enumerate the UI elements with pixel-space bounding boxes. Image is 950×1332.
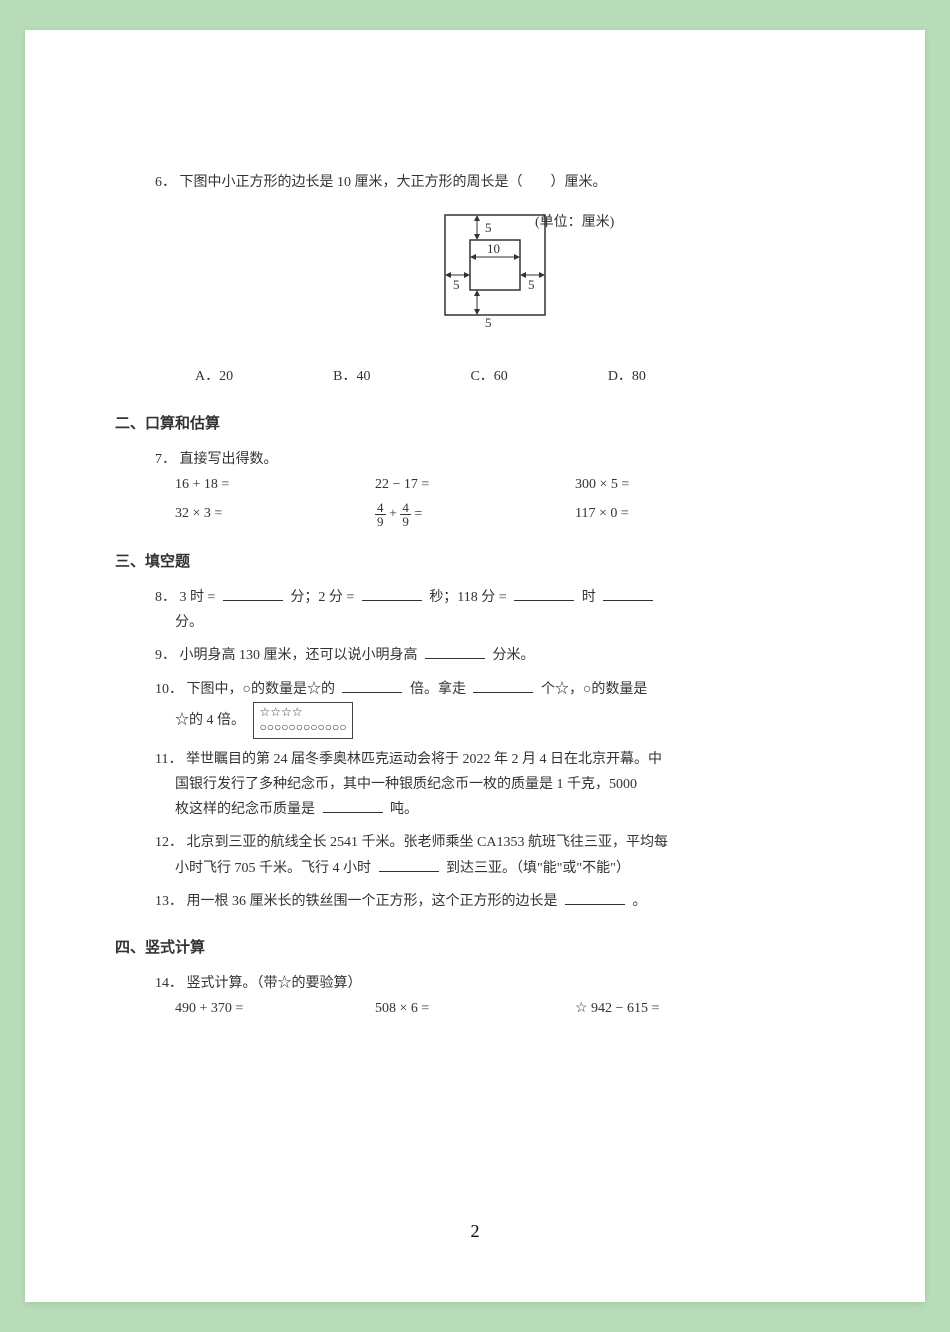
choice-d[interactable]: D．80 xyxy=(608,364,646,389)
q14-row: 490 + 370 = 508 × 6 = ☆ 942 − 615 = xyxy=(175,996,835,1021)
q14-number: 14． xyxy=(155,976,183,991)
content-area: 6． 下图中小正方形的边长是 10 厘米，大正方形的周长是（ ）厘米。 (单位：… xyxy=(115,170,835,1021)
page-number: 2 xyxy=(25,1221,925,1242)
q10-p3: 个☆，○的数量是 xyxy=(541,682,647,697)
q12-l2: 小时飞行 705 千米。飞行 4 小时 到达三亚。（填"能"或"不能"） xyxy=(175,856,835,881)
blank-input[interactable] xyxy=(473,677,533,693)
blank-input[interactable] xyxy=(342,677,402,693)
q11-l2: 国银行发行了多种纪念币，其中一种银质纪念币一枚的质量是 1 千克，5000 xyxy=(175,772,835,797)
blank-input[interactable] xyxy=(323,797,383,813)
q8-u3: 时 xyxy=(582,590,596,605)
worksheet-page: 6． 下图中小正方形的边长是 10 厘米，大正方形的周长是（ ）厘米。 (单位：… xyxy=(25,30,925,1302)
q13-number: 13． xyxy=(155,894,183,909)
q11-l1: 举世瞩目的第 24 届冬季奥林匹克运动会将于 2022 年 2 月 4 日在北京… xyxy=(186,752,662,767)
q8-u2: 秒；118 分 = xyxy=(429,590,506,605)
q6-text: 下图中小正方形的边长是 10 厘米，大正方形的周长是（ ）厘米。 xyxy=(180,175,607,190)
question-9: 9． 小明身高 130 厘米，还可以说小明身高 分米。 xyxy=(155,643,835,668)
choice-b[interactable]: B．40 xyxy=(333,364,370,389)
q14-text: 竖式计算。（带☆的要验算） xyxy=(187,976,362,991)
section-4-heading: 四、竖式计算 xyxy=(115,934,835,961)
question-14: 14． 竖式计算。（带☆的要验算） 490 + 370 = 508 × 6 = … xyxy=(155,971,835,1021)
svg-text:5: 5 xyxy=(453,277,460,292)
q6-unit-label: (单位：厘米) xyxy=(535,210,614,235)
q10-p1: 下图中，○的数量是☆的 xyxy=(187,682,335,697)
equals-sign: = xyxy=(414,507,422,522)
q11-l3b: 吨。 xyxy=(390,802,418,817)
svg-text:10: 10 xyxy=(487,241,500,256)
q9-number: 9． xyxy=(155,648,176,663)
question-8: 8． 3 时 = 分；2 分 = 秒；118 分 = 时 分。 xyxy=(155,585,835,635)
question-6: 6． 下图中小正方形的边长是 10 厘米，大正方形的周长是（ ）厘米。 (单位：… xyxy=(155,170,835,390)
q7-r1-a: 16 + 18 = xyxy=(175,472,375,497)
question-13: 13． 用一根 36 厘米长的铁丝围一个正方形，这个正方形的边长是 。 xyxy=(155,889,835,914)
q10-p2: 倍。拿走 xyxy=(410,682,466,697)
section-3-heading: 三、填空题 xyxy=(115,548,835,575)
plus-sign: + xyxy=(389,507,397,522)
q11-l3: 枚这样的纪念币质量是 吨。 xyxy=(175,797,835,822)
q7-r2-c: 117 × 0 = xyxy=(575,501,775,528)
q8-u1: 分；2 分 = xyxy=(290,590,354,605)
q10-p4: ☆的 4 倍。 xyxy=(175,713,245,728)
fraction-2: 4 9 xyxy=(400,501,411,528)
q7-row2: 32 × 3 = 4 9 + 4 9 = 117 × 0 = xyxy=(175,501,835,528)
q9-p1: 小明身高 130 厘米，还可以说小明身高 xyxy=(180,648,418,663)
blank-input[interactable] xyxy=(514,585,574,601)
q6-choices: A．20 B．40 C．60 D．80 xyxy=(195,364,835,389)
blank-input[interactable] xyxy=(603,585,653,601)
q12-l2b: 到达三亚。（填"能"或"不能"） xyxy=(446,861,630,876)
q7-r1-b: 22 − 17 = xyxy=(375,472,575,497)
section-2-heading: 二、口算和估算 xyxy=(115,410,835,437)
q13-p1: 用一根 36 厘米长的铁丝围一个正方形，这个正方形的边长是 xyxy=(187,894,558,909)
q12-l1: 北京到三亚的航线全长 2541 千米。张老师乘坐 CA1353 航班飞往三亚，平… xyxy=(187,835,668,850)
q8-number: 8． xyxy=(155,590,176,605)
q8-u4: 分。 xyxy=(175,615,203,630)
q14-c: ☆ 942 − 615 = xyxy=(575,996,775,1021)
svg-text:5: 5 xyxy=(528,277,535,292)
blank-input[interactable] xyxy=(425,643,485,659)
question-7: 7． 直接写出得数。 16 + 18 = 22 − 17 = 300 × 5 =… xyxy=(155,447,835,528)
q13-p2: 。 xyxy=(633,894,647,909)
fraction-1: 4 9 xyxy=(375,501,386,528)
q10-line2: ☆的 4 倍。 ☆☆☆☆ ○○○○○○○○○○○○ xyxy=(175,702,835,739)
svg-text:5: 5 xyxy=(485,315,492,330)
q7-number: 7． xyxy=(155,452,176,467)
q12-number: 12． xyxy=(155,835,183,850)
q14-b: 508 × 6 = xyxy=(375,996,575,1021)
blank-input[interactable] xyxy=(223,585,283,601)
q7-text: 直接写出得数。 xyxy=(180,452,278,467)
choice-a[interactable]: A．20 xyxy=(195,364,233,389)
blank-input[interactable] xyxy=(379,856,439,872)
q7-r1-c: 300 × 5 = xyxy=(575,472,775,497)
q9-p2: 分米。 xyxy=(493,648,535,663)
q14-a: 490 + 370 = xyxy=(175,996,375,1021)
q10-number: 10． xyxy=(155,682,183,697)
q11-l3a: 枚这样的纪念币质量是 xyxy=(175,802,315,817)
q6-number: 6． xyxy=(155,175,176,190)
q8-line2: 分。 xyxy=(175,610,835,635)
question-10: 10． 下图中，○的数量是☆的 倍。拿走 个☆，○的数量是 ☆的 4 倍。 ☆☆… xyxy=(155,677,835,739)
q6-diagram-container: (单位：厘米) 5 10 xyxy=(155,205,835,354)
q7-row1: 16 + 18 = 22 − 17 = 300 × 5 = xyxy=(175,472,835,497)
svg-text:5: 5 xyxy=(485,220,492,235)
stars-row: ☆☆☆☆ xyxy=(260,705,303,719)
star-circle-box: ☆☆☆☆ ○○○○○○○○○○○○ xyxy=(253,702,354,739)
q7-r2-b: 4 9 + 4 9 = xyxy=(375,501,575,528)
choice-c[interactable]: C．60 xyxy=(470,364,507,389)
circles-row: ○○○○○○○○○○○○ xyxy=(260,720,347,734)
question-12: 12． 北京到三亚的航线全长 2541 千米。张老师乘坐 CA1353 航班飞往… xyxy=(155,830,835,880)
question-11: 11． 举世瞩目的第 24 届冬季奥林匹克运动会将于 2022 年 2 月 4 … xyxy=(155,747,835,823)
q7-r2-a: 32 × 3 = xyxy=(175,501,375,528)
blank-input[interactable] xyxy=(362,585,422,601)
q8-p1: 3 时 = xyxy=(180,590,216,605)
q11-number: 11． xyxy=(155,752,182,767)
q12-l2a: 小时飞行 705 千米。飞行 4 小时 xyxy=(175,861,371,876)
blank-input[interactable] xyxy=(565,889,625,905)
